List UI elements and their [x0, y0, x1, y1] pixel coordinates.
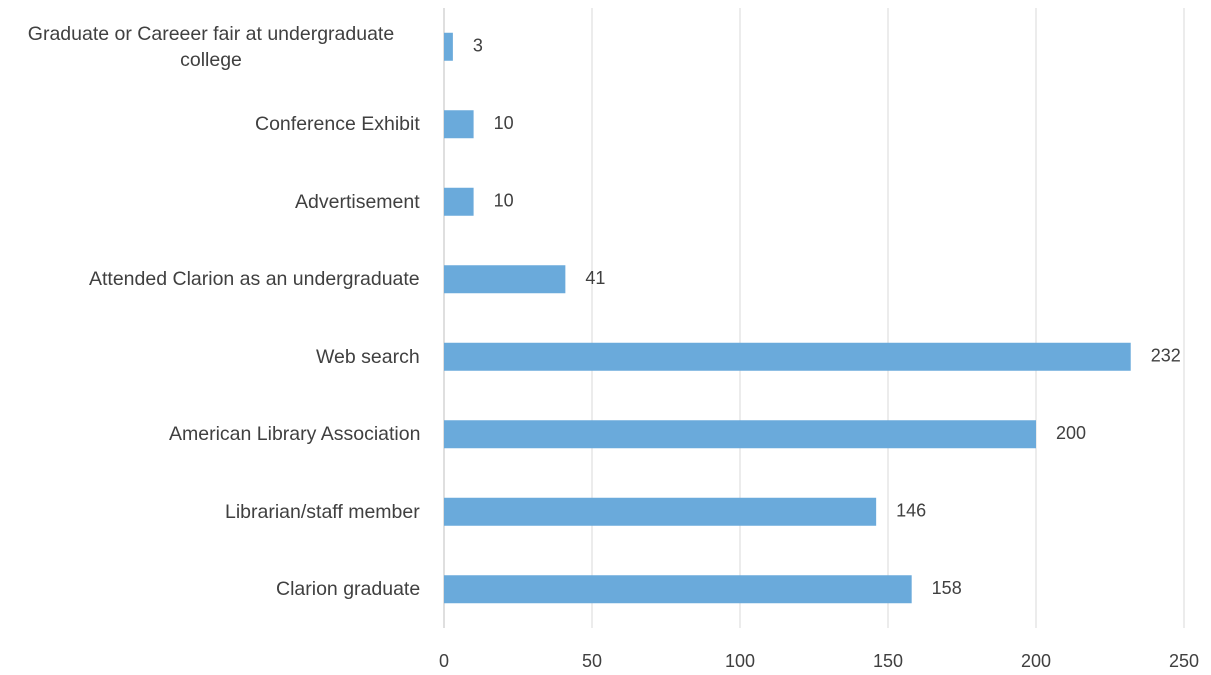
bar [444, 32, 453, 61]
bar [444, 575, 912, 604]
data-label: 158 [932, 578, 962, 598]
y-tick-label: American Library Association [169, 423, 421, 446]
data-label: 232 [1151, 346, 1181, 366]
x-tick-label: 250 [1169, 651, 1199, 671]
bar [444, 497, 877, 526]
data-label: 200 [1056, 423, 1086, 443]
bar [444, 187, 474, 216]
data-label: 10 [494, 191, 514, 211]
y-tick-label: Advertisement [295, 190, 420, 213]
y-tick-label: Web search [316, 345, 420, 368]
data-label: 41 [585, 268, 605, 288]
x-tick-label: 0 [439, 651, 449, 671]
x-tick-label: 200 [1021, 651, 1051, 671]
data-label: 3 [473, 36, 483, 56]
y-tick-label: Librarian/staff member [225, 500, 420, 523]
data-label: 146 [896, 501, 926, 521]
y-tick-label: Clarion graduate [276, 578, 421, 601]
bar [444, 420, 1036, 449]
bar [444, 342, 1131, 371]
x-tick-label: 100 [725, 651, 755, 671]
x-tick-label: 150 [873, 651, 903, 671]
y-tick-label: Graduate or Careeer fair at undergraduat… [27, 22, 395, 71]
y-tick-label: Attended Clarion as an undergraduate [89, 268, 420, 291]
bar [444, 265, 566, 294]
x-tick-label: 50 [582, 651, 602, 671]
y-tick-label: Conference Exhibit [255, 113, 420, 136]
bar [444, 110, 474, 139]
data-label: 10 [494, 113, 514, 133]
